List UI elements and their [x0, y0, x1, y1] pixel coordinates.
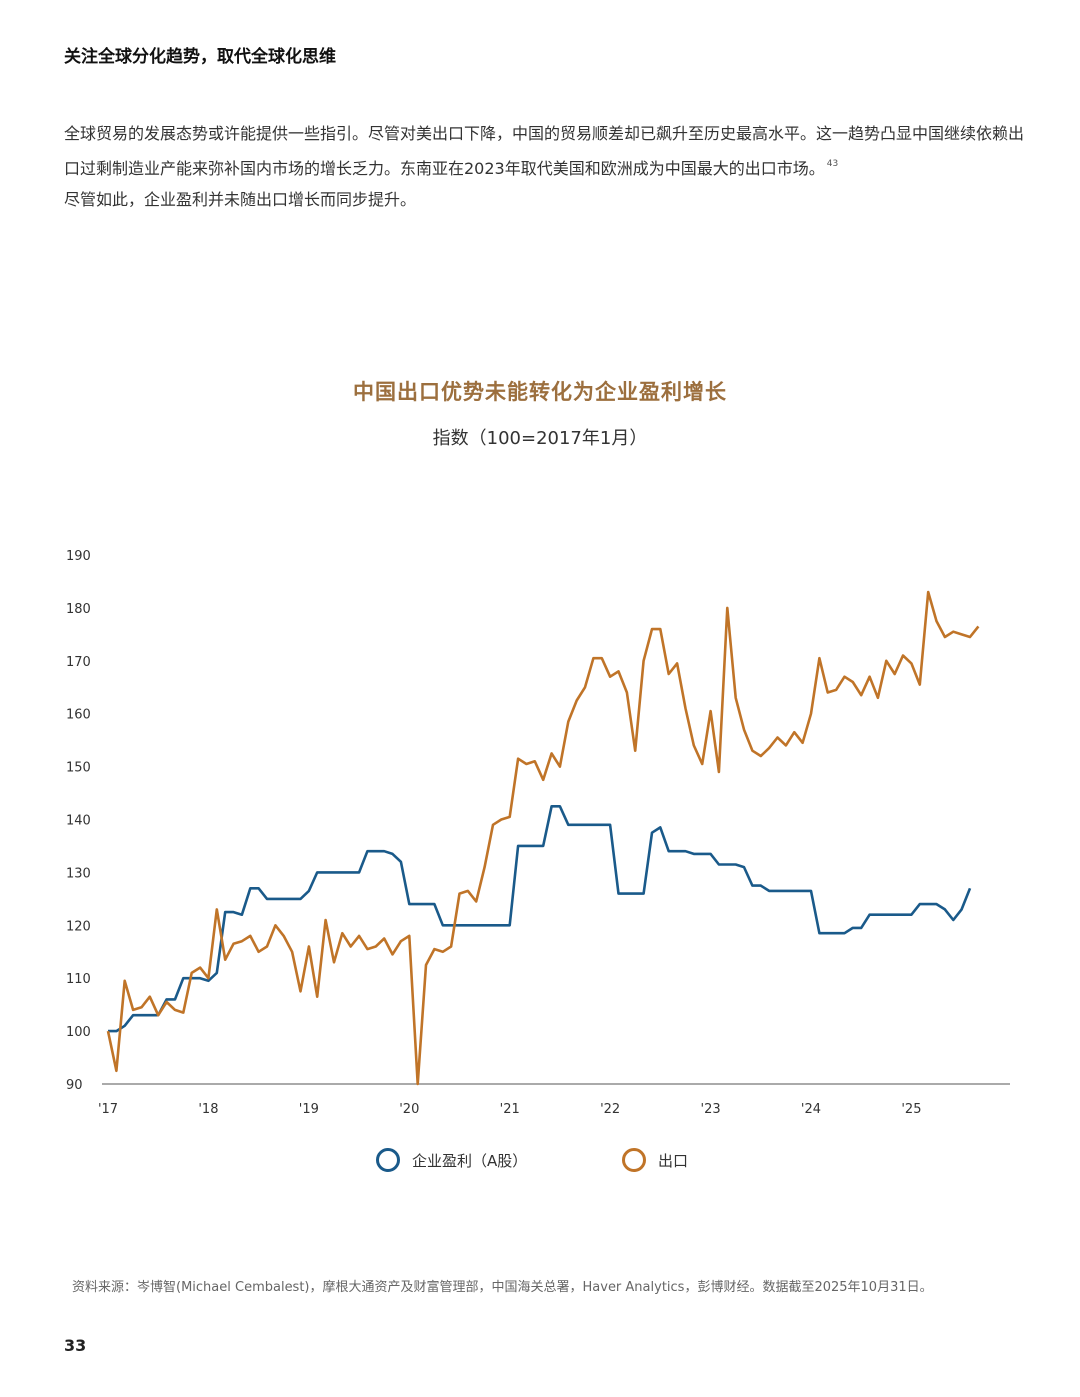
y-tick-label: 130: [66, 866, 91, 881]
x-tick-label: '19: [299, 1102, 319, 1117]
chart-subtitle: 指数（100=2017年1月）: [432, 428, 648, 449]
y-tick-label: 150: [66, 761, 91, 776]
source-note: 资料来源：岑博智(Michael Cembalest)，摩根大通资产及财富管理部…: [72, 1280, 933, 1295]
chart-title: 中国出口优势未能转化为企业盈利增长: [353, 380, 727, 404]
y-tick-label: 160: [66, 708, 91, 723]
page-number: 33: [64, 1336, 87, 1355]
y-tick-label: 120: [66, 919, 91, 934]
series-group: [106, 590, 980, 1086]
y-tick-label: 100: [66, 1025, 91, 1040]
y-tick-label: 110: [66, 972, 91, 987]
x-tick-label: '25: [901, 1102, 921, 1117]
x-tick-label: '20: [399, 1102, 419, 1117]
legend-label-earnings: 企业盈利（A股）: [412, 1151, 528, 1170]
y-tick-label: 170: [66, 655, 91, 670]
legend-item-exports[interactable]: 出口: [622, 1148, 688, 1172]
intro-paragraph: 全球贸易的发展态势或许能提供一些指引。尽管对美出口下降，中国的贸易顺差却已飙升至…: [64, 118, 1024, 215]
x-axis: '17 '18 '19 '20 '21 '22 '23 '24 '25: [98, 1083, 1010, 1117]
series-line-exports[interactable]: [106, 590, 980, 1086]
page-header: 关注全球分化趋势，取代全球化思维: [64, 47, 336, 67]
legend-swatch-earnings: [376, 1148, 400, 1172]
series-line-earnings[interactable]: [108, 804, 972, 1033]
y-tick-label: 190: [66, 549, 91, 564]
legend-item-earnings[interactable]: 企业盈利（A股）: [376, 1148, 527, 1172]
x-tick-label: '24: [801, 1102, 821, 1117]
y-tick-label: 140: [66, 814, 91, 829]
paragraph-text-2: 尽管如此，企业盈利并未随出口增长而同步提升。: [64, 190, 417, 209]
y-tick-label: 180: [66, 602, 91, 617]
x-tick-label: '22: [600, 1102, 620, 1117]
chart-legend: 企业盈利（A股） 出口: [0, 1148, 1080, 1178]
x-tick-label: '21: [500, 1102, 520, 1117]
paragraph-text: 全球贸易的发展态势或许能提供一些指引。尽管对美出口下降，中国的贸易顺差却已飙升至…: [64, 124, 1025, 178]
x-tick-label: '18: [198, 1102, 218, 1117]
x-tick-label: '23: [701, 1102, 721, 1117]
footnote-ref[interactable]: 43: [826, 159, 839, 169]
y-tick-label: 90: [66, 1078, 83, 1093]
x-tick-label: '17: [98, 1102, 118, 1117]
legend-label-exports: 出口: [658, 1151, 689, 1170]
legend-swatch-exports: [622, 1148, 646, 1172]
y-axis: 90 100 110 120 130 140 150 160 170 180 190: [66, 549, 91, 1093]
